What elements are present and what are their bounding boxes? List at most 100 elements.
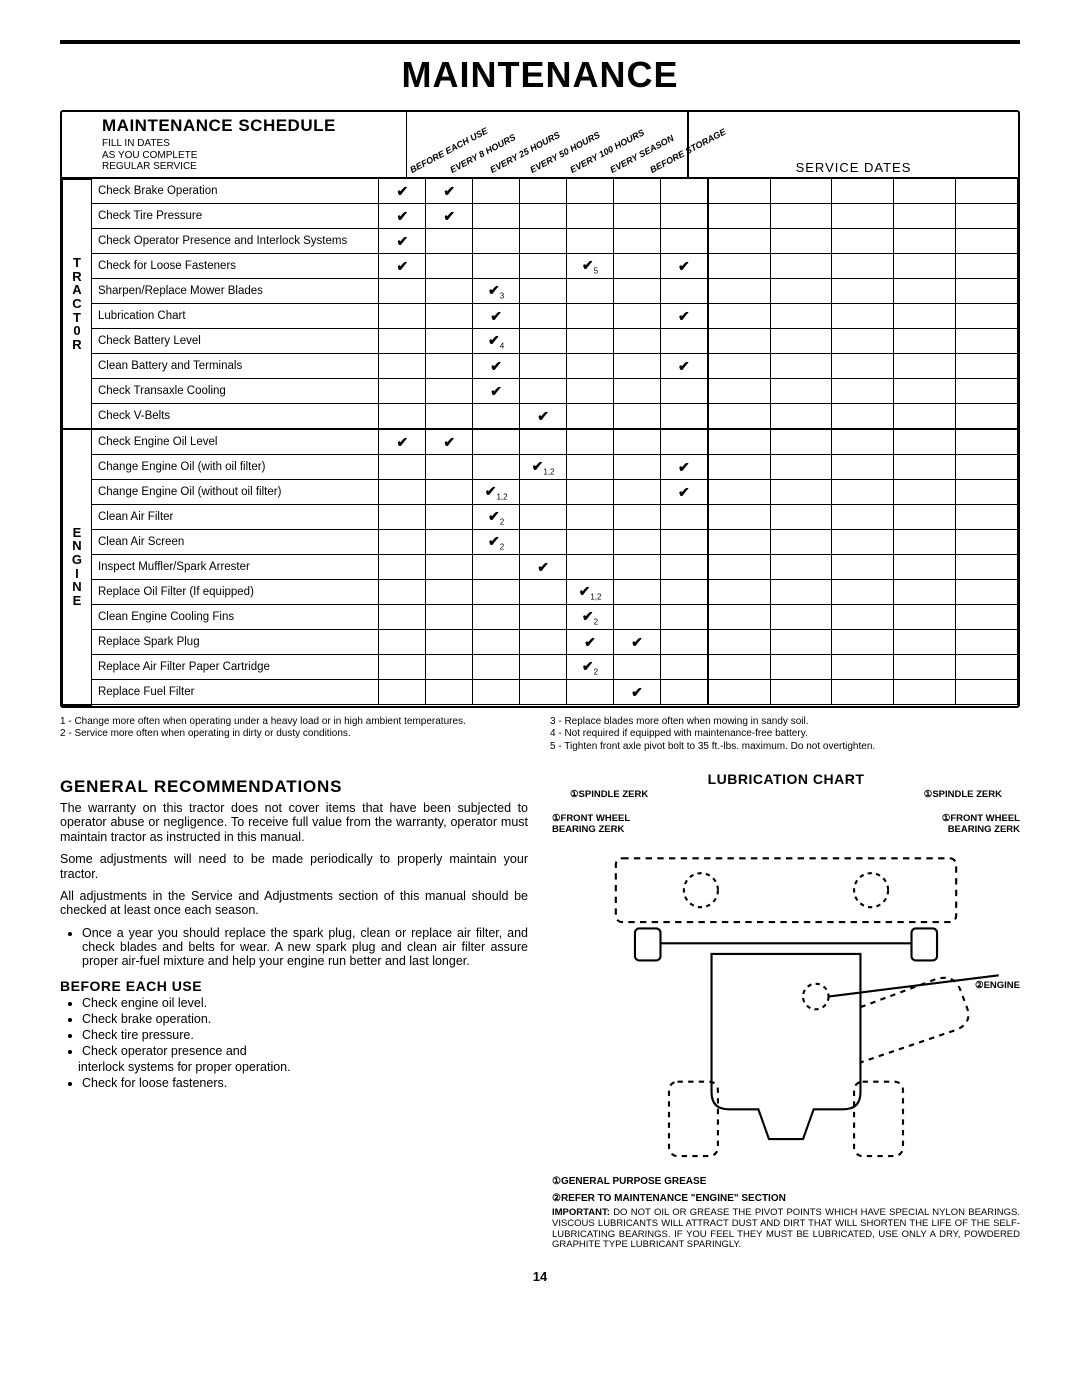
service-date-cell[interactable] [832,229,894,254]
service-date-cell[interactable] [770,254,832,279]
service-date-cell[interactable] [956,555,1018,580]
service-date-cell[interactable] [894,680,956,705]
service-date-cell[interactable] [832,329,894,354]
service-date-cell[interactable] [770,555,832,580]
service-date-cell[interactable] [956,429,1018,455]
service-date-cell[interactable] [894,229,956,254]
service-date-cell[interactable] [832,254,894,279]
service-date-cell[interactable] [708,655,770,680]
service-date-cell[interactable] [708,204,770,229]
service-date-cell[interactable] [894,204,956,229]
service-date-cell[interactable] [894,605,956,630]
service-date-cell[interactable] [832,580,894,605]
service-date-cell[interactable] [770,505,832,530]
service-date-cell[interactable] [894,429,956,455]
service-date-cell[interactable] [956,354,1018,379]
service-date-cell[interactable] [894,530,956,555]
service-date-cell[interactable] [708,605,770,630]
service-date-cell[interactable] [770,429,832,455]
service-date-cell[interactable] [956,505,1018,530]
service-date-cell[interactable] [956,605,1018,630]
service-date-cell[interactable] [894,455,956,480]
service-date-cell[interactable] [770,605,832,630]
service-date-cell[interactable] [956,580,1018,605]
service-date-cell[interactable] [770,630,832,655]
service-date-cell[interactable] [956,455,1018,480]
service-date-cell[interactable] [708,505,770,530]
service-date-cell[interactable] [832,655,894,680]
service-date-cell[interactable] [708,379,770,404]
service-date-cell[interactable] [770,329,832,354]
service-date-cell[interactable] [770,455,832,480]
service-date-cell[interactable] [708,530,770,555]
service-date-cell[interactable] [832,429,894,455]
service-date-cell[interactable] [770,655,832,680]
service-date-cell[interactable] [708,404,770,430]
service-date-cell[interactable] [708,480,770,505]
service-date-cell[interactable] [956,630,1018,655]
service-date-cell[interactable] [708,555,770,580]
service-date-cell[interactable] [708,429,770,455]
service-date-cell[interactable] [832,304,894,329]
service-date-cell[interactable] [770,229,832,254]
service-date-cell[interactable] [956,329,1018,354]
service-date-cell[interactable] [894,655,956,680]
service-date-cell[interactable] [770,204,832,229]
service-date-cell[interactable] [956,655,1018,680]
service-date-cell[interactable] [956,279,1018,304]
service-date-cell[interactable] [894,279,956,304]
service-date-cell[interactable] [770,304,832,329]
service-date-cell[interactable] [708,329,770,354]
service-date-cell[interactable] [770,580,832,605]
service-date-cell[interactable] [832,630,894,655]
service-date-cell[interactable] [832,680,894,705]
service-date-cell[interactable] [770,179,832,204]
service-date-cell[interactable] [894,580,956,605]
service-date-cell[interactable] [770,530,832,555]
service-date-cell[interactable] [832,530,894,555]
service-date-cell[interactable] [708,354,770,379]
service-date-cell[interactable] [894,304,956,329]
service-date-cell[interactable] [832,555,894,580]
service-date-cell[interactable] [894,555,956,580]
service-date-cell[interactable] [708,279,770,304]
service-date-cell[interactable] [832,179,894,204]
service-date-cell[interactable] [894,404,956,430]
service-date-cell[interactable] [894,354,956,379]
service-date-cell[interactable] [894,630,956,655]
service-date-cell[interactable] [894,179,956,204]
service-date-cell[interactable] [770,354,832,379]
service-date-cell[interactable] [956,530,1018,555]
service-date-cell[interactable] [956,204,1018,229]
service-date-cell[interactable] [708,179,770,204]
service-date-cell[interactable] [770,404,832,430]
service-date-cell[interactable] [894,505,956,530]
service-date-cell[interactable] [956,480,1018,505]
service-date-cell[interactable] [832,480,894,505]
service-date-cell[interactable] [832,505,894,530]
service-date-cell[interactable] [956,379,1018,404]
service-date-cell[interactable] [956,680,1018,705]
service-date-cell[interactable] [770,379,832,404]
service-date-cell[interactable] [832,279,894,304]
service-date-cell[interactable] [894,329,956,354]
service-date-cell[interactable] [708,229,770,254]
service-date-cell[interactable] [708,630,770,655]
service-date-cell[interactable] [708,254,770,279]
service-date-cell[interactable] [956,179,1018,204]
service-date-cell[interactable] [956,254,1018,279]
service-date-cell[interactable] [832,455,894,480]
service-date-cell[interactable] [894,480,956,505]
service-date-cell[interactable] [708,455,770,480]
service-date-cell[interactable] [708,304,770,329]
service-date-cell[interactable] [832,605,894,630]
service-date-cell[interactable] [956,404,1018,430]
service-date-cell[interactable] [832,354,894,379]
service-date-cell[interactable] [832,204,894,229]
service-date-cell[interactable] [956,304,1018,329]
service-date-cell[interactable] [894,379,956,404]
service-date-cell[interactable] [770,279,832,304]
service-date-cell[interactable] [770,480,832,505]
service-date-cell[interactable] [832,404,894,430]
service-date-cell[interactable] [708,580,770,605]
